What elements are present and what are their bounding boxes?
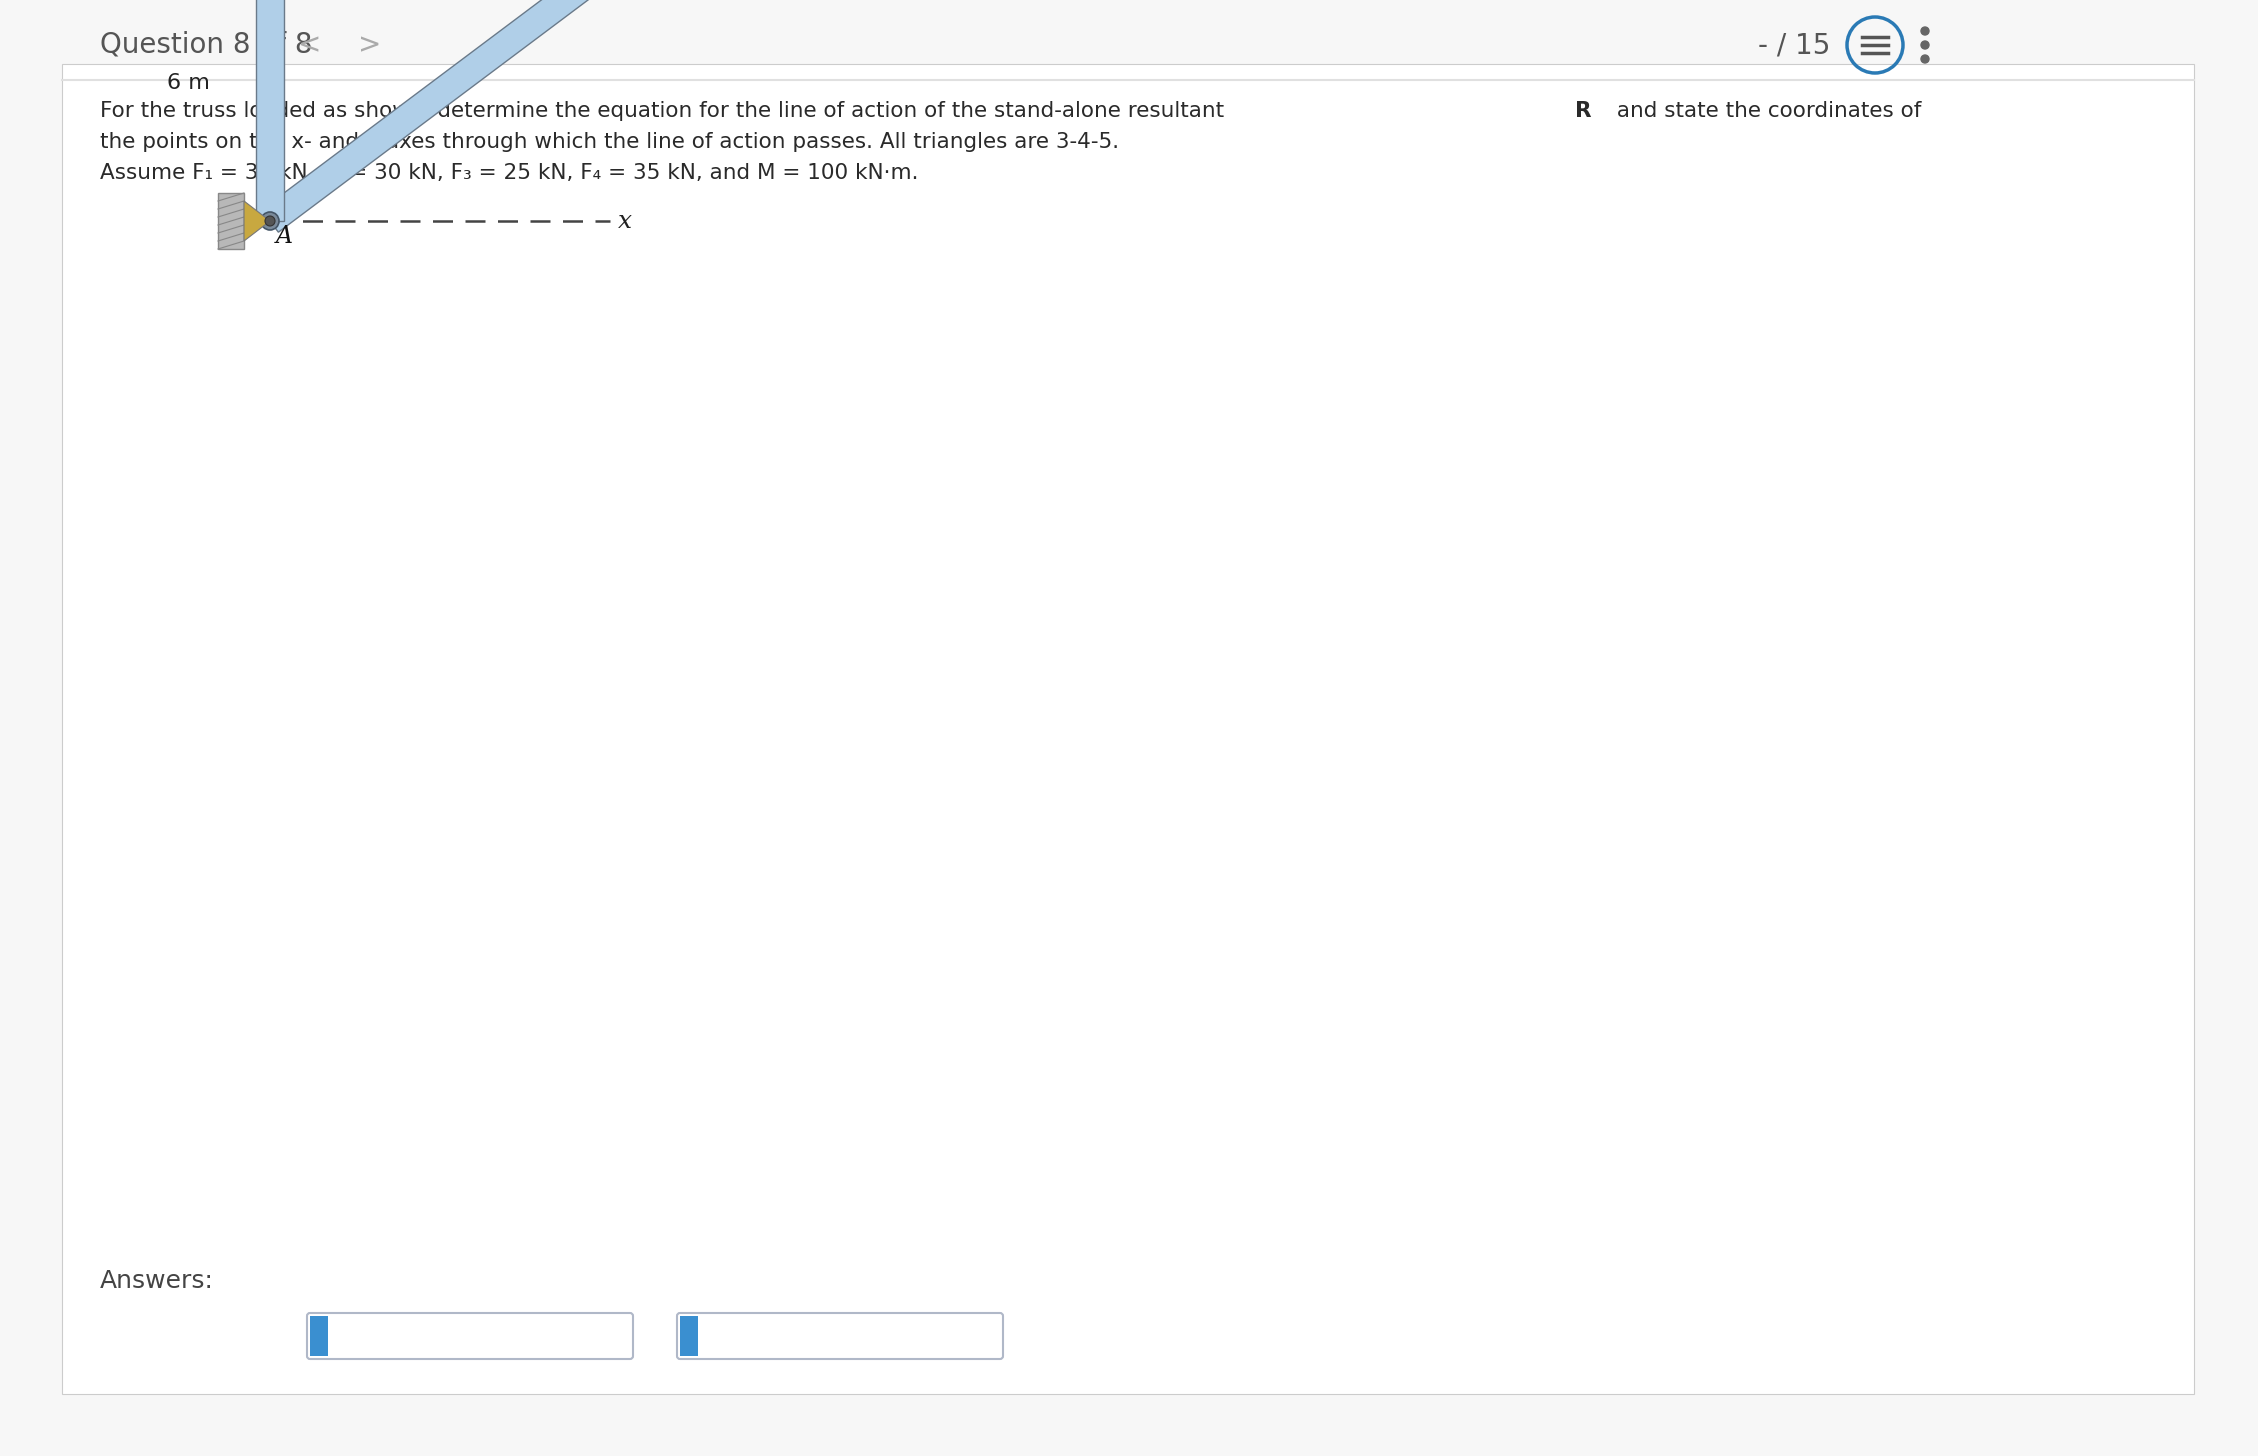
Text: Question 8 of 8: Question 8 of 8 <box>99 31 312 60</box>
Text: R: R <box>1576 100 1592 121</box>
Bar <box>309 1316 327 1356</box>
Text: the points on the x- and y-axes through which the line of action passes. All tri: the points on the x- and y-axes through … <box>99 132 1120 151</box>
Circle shape <box>1922 28 1928 35</box>
Text: 6 m: 6 m <box>167 73 210 93</box>
Text: >: > <box>359 31 382 60</box>
FancyBboxPatch shape <box>677 1313 1003 1358</box>
Text: Assume F₁ = 35 kN, F₂ = 30 kN, F₃ = 25 kN, F₄ = 35 kN, and M = 100 kN·m.: Assume F₁ = 35 kN, F₂ = 30 kN, F₃ = 25 k… <box>99 163 919 183</box>
Polygon shape <box>244 201 271 242</box>
Bar <box>219 194 244 249</box>
Circle shape <box>1922 41 1928 50</box>
FancyBboxPatch shape <box>307 1313 632 1358</box>
Circle shape <box>264 215 275 226</box>
Text: and state the coordinates of: and state the coordinates of <box>1610 100 1922 121</box>
Circle shape <box>262 213 280 230</box>
Circle shape <box>1922 55 1928 63</box>
Text: For the truss loaded as shown, determine the equation for the line of action of : For the truss loaded as shown, determine… <box>99 100 1231 121</box>
Text: - / 15: - / 15 <box>1757 31 1829 60</box>
Text: x: x <box>619 210 632 233</box>
Text: Answers:: Answers: <box>99 1270 215 1293</box>
Polygon shape <box>262 0 646 232</box>
Polygon shape <box>255 0 285 221</box>
Text: <: < <box>298 31 321 60</box>
Text: A: A <box>275 226 294 248</box>
Bar <box>680 1316 698 1356</box>
